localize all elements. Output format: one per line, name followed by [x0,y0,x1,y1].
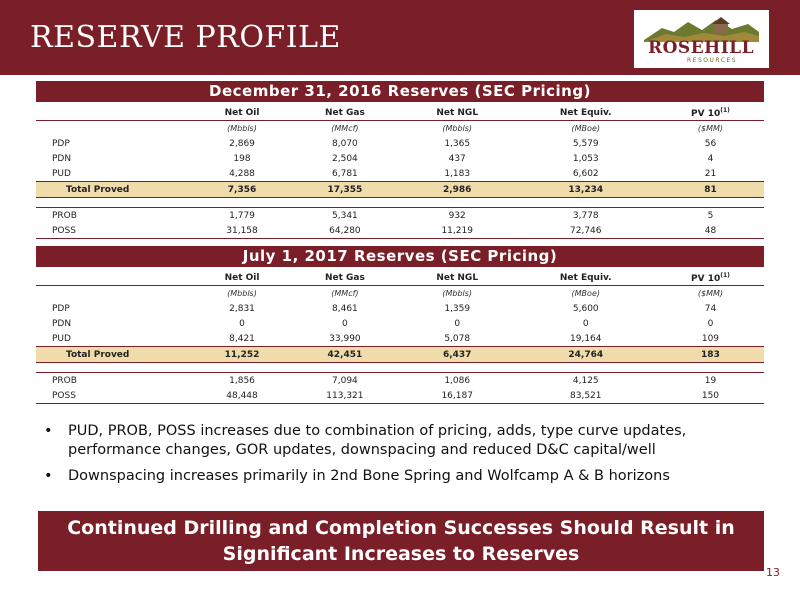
col-net-oil: Net Oil [194,105,291,121]
total-proved-row: Total Proved 11,252 42,451 6,437 24,764 18… [36,346,764,363]
table-row: POSS 48,448 113,321 16,187 83,521 150 [36,388,764,404]
col-net-ngl: Net NGL [399,105,515,121]
column-header-row: Net Oil Net Gas Net NGL Net Equiv. PV 10… [36,105,764,121]
bullet-icon: • [44,423,53,439]
list-item: • Downspacing increases primarily in 2nd … [44,468,670,484]
logo-wordmark: ROSEHILL [648,38,755,58]
column-header-row: Net Oil Net Gas Net NGL Net Equiv. PV 10(1… [36,270,764,286]
reserves-table-2017: Net Oil Net Gas Net NGL Net Equiv. PV 10(1… [36,270,764,404]
total-proved-row: Total Proved 7,356 17,355 2,986 13,234 81 [36,181,764,198]
table-row: PROB 1,856 7,094 1,086 4,125 19 [52,375,717,386]
callout-box: Continued Drilling and Completion Succes… [38,511,764,571]
table-row: PDP 2,869 8,070 1,365 5,579 56 [52,138,717,149]
landscape-icon [644,17,759,42]
col-net-gas: Net Gas [290,105,400,121]
bullet-icon: • [44,468,53,484]
col-net-equiv: Net Equiv. [514,105,657,121]
units-row: (Mbbls) (MMcf) (Mbbls) (MBoe) ($MM) [227,289,724,298]
list-item: • PUD, PROB, POSS increases due to combin… [44,423,687,458]
page-title: RESERVE PROFILE [30,20,341,55]
table-1-title: December 31, 2016 Reserves (SEC Pricing) [36,81,764,102]
table-row: PDP 2,831 8,461 1,359 5,600 74 [52,303,717,314]
table-row: PROB 1,779 5,341 932 3,778 5 [52,210,714,221]
table-row: PDN 198 2,504 437 1,053 4 [52,153,714,164]
table-row: POSS 31,158 64,280 11,219 72,746 48 [36,223,764,239]
table-row: PUD 8,421 33,990 5,078 19,164 109 [52,333,720,344]
callout-line-2: Significant Increases to Reserves [222,543,580,565]
company-logo: ROSEHILL RESOURCES [634,10,769,68]
logo-subtitle: RESOURCES [687,57,738,64]
reserves-table-2016: Net Oil Net Gas Net NGL Net Equiv. PV 10… [36,105,764,239]
table-2-title: July 1, 2017 Reserves (SEC Pricing) [36,246,764,267]
units-row: (Mbbls) (MMcf) (Mbbls) (MBoe) ($MM) [227,124,724,133]
callout-line-1: Continued Drilling and Completion Succes… [67,517,735,539]
table-row: PUD 4,288 6,781 1,183 6,602 21 [52,168,717,179]
header-bar: RESERVE PROFILE ROSEHILL RESOURCES [0,0,800,75]
col-pv10: PV 10(1) [656,105,764,121]
page-number: 13 [766,566,780,579]
bullet-list: • PUD, PROB, POSS increases due to combin… [44,422,764,493]
